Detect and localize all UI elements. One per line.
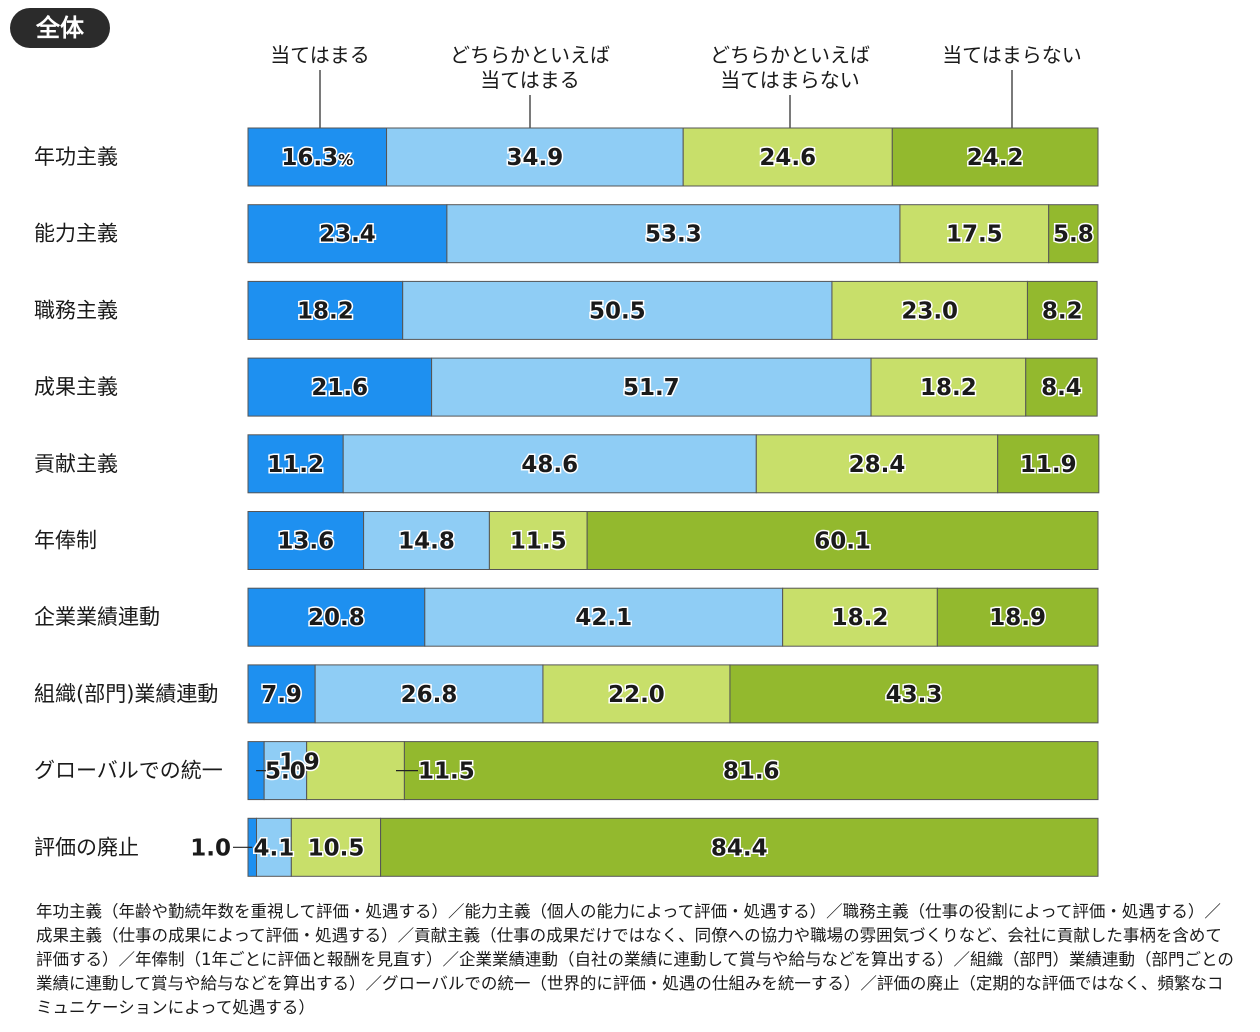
bar-segment [729,664,1099,724]
bar-segment [247,587,426,647]
category-label-6: 年俸制 [34,529,97,553]
category-label-1: 年功主義 [34,145,118,169]
data-label: 13.6 [277,529,334,555]
data-label: 81.6 [723,759,780,785]
bar-segment [870,357,1027,417]
data-label: 50.5 [589,298,646,324]
data-label: 23.0 [901,298,958,324]
bar-segment [1026,280,1098,340]
data-label: 18.2 [832,605,889,631]
category-label-9: グローバルでの統一 [34,759,223,783]
legend-label-3: 当てはまらない [720,68,860,92]
category-label-10: 評価の廃止 [34,835,139,859]
bar-segment [431,357,872,417]
data-label: 1.0 [190,835,231,861]
data-label: 11.2 [267,452,324,478]
bar-segment [542,664,731,724]
data-label: 23.4 [319,222,376,248]
bar-segment [247,357,433,417]
data-label: 1.9 [279,750,320,776]
legend-label-1: 当てはまる [270,43,370,67]
bar-segment [899,204,1050,264]
overall-badge: 全体 [10,8,110,48]
data-label: 43.3 [886,682,943,708]
bar-segment [831,280,1028,340]
bar-segment [488,511,588,570]
bar-segment [936,587,1099,647]
data-label: 20.8 [308,605,365,631]
bar-segment [403,741,1099,801]
bar-segment [755,434,999,494]
data-label: 18.2 [297,298,354,324]
data-label: 26.8 [401,682,458,708]
data-label: 11.5 [510,529,567,555]
data-label: 11.5 [418,759,475,785]
data-label: 18.9 [989,605,1046,631]
data-label: 18.2 [920,375,977,401]
data-label: 21.6 [311,375,368,401]
category-label-4: 成果主義 [34,375,118,399]
bar-segment [586,511,1099,570]
bar-segment [1025,357,1098,417]
category-label-5: 貢献主義 [34,452,118,476]
definitions-note: 年功主義（年齢や勤続年数を重視して評価・処遇する）／能力主義（個人の能力によって… [36,902,1234,1017]
bar-segment [402,280,833,340]
bar-segment [247,511,365,570]
data-label: 8.4 [1041,375,1082,401]
data-label: 8.2 [1042,298,1083,324]
data-label: 5.0 [265,759,306,785]
bar-segment [247,434,344,494]
category-label-7: 企業業績連動 [34,605,160,629]
category-label-2: 能力主義 [34,222,118,246]
category-label-3: 職務主義 [34,298,118,322]
data-label: 4.1 [254,835,295,861]
bar-segment [247,664,316,724]
data-label: 51.7 [623,375,680,401]
bar-segment [290,817,382,877]
bar-segment [997,434,1100,494]
bar-segment [891,127,1099,187]
data-label: 60.1 [814,529,871,555]
bar-segment [256,817,292,877]
data-label: 17.5 [946,222,1003,248]
data-label: 53.3 [645,222,702,248]
category-label-8: 組織(部門)業績連動 [34,682,218,706]
data-label: 11.9 [1020,452,1077,478]
data-label: 14.8 [398,529,455,555]
data-label: 22.0 [608,682,665,708]
bar-segment [380,817,1099,877]
data-label: 84.4 [711,835,768,861]
data-label: 48.6 [521,452,578,478]
data-label: 42.1 [575,605,632,631]
bar-segment [1048,204,1099,264]
data-label: 24.6 [759,145,816,171]
bar-segment [314,664,544,724]
bar-segment [363,511,490,570]
data-label: 7.9 [261,682,302,708]
data-label: 10.5 [308,835,365,861]
data-label: 24.2 [967,145,1024,171]
stacked-bar-chart: 当てはまる どちらかといえば当てはまるどちらかといえば当てはまらない当てはまらない… [34,43,1100,877]
data-label: 28.4 [849,452,906,478]
legend-label-3: どちらかといえば [710,43,870,67]
data-label: 5.8 [1053,222,1094,248]
bar-segment [446,204,901,264]
bar-segment [306,741,405,801]
legend-label-2: どちらかといえば [450,43,610,67]
data-label: 34.9 [507,145,564,171]
legend-label-4: 当てはまらない [942,43,1082,67]
legend-label-2: 当てはまる [480,68,580,92]
